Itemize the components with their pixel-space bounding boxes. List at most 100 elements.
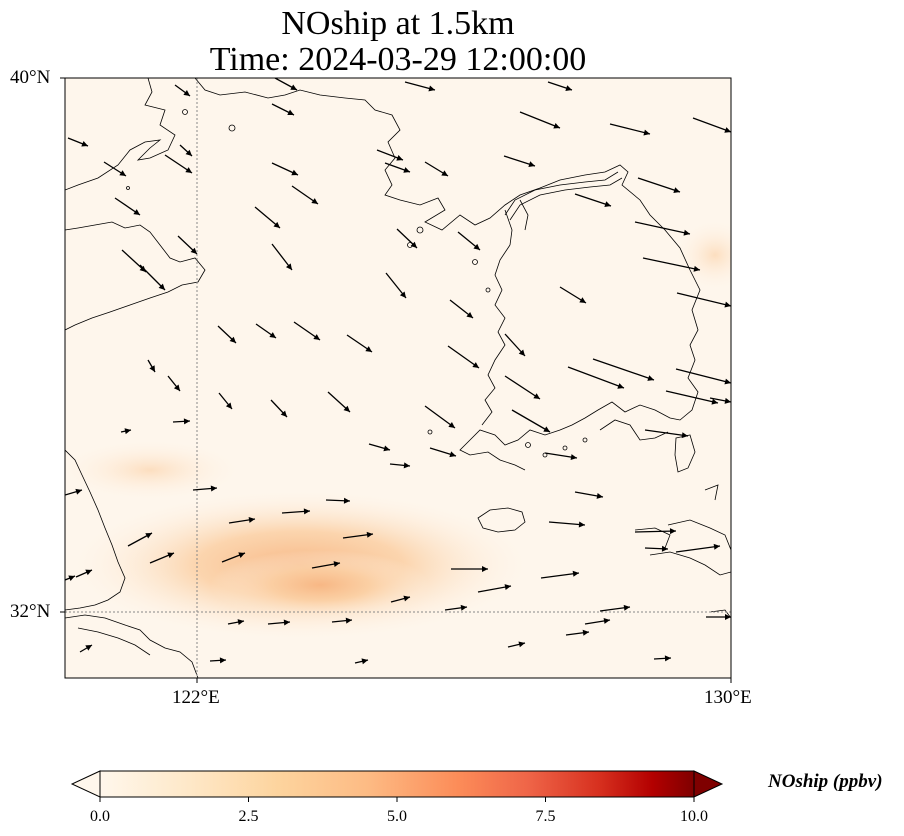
- concentration-plume-west: [65, 440, 240, 500]
- wind-arrow-head: [173, 384, 180, 391]
- concentration-plume-east: [675, 220, 731, 290]
- concentration-plume-core: [210, 550, 430, 620]
- wind-arrow-head: [290, 84, 297, 90]
- wind-arrow-head: [518, 349, 525, 356]
- wind-arrow-head: [466, 311, 473, 318]
- wind-arrow-head: [579, 297, 586, 303]
- wind-arrow-head: [210, 485, 217, 492]
- wind-arrow-head: [343, 497, 350, 504]
- wind-arrow-head: [403, 462, 410, 469]
- wind-arrow-head: [683, 229, 690, 236]
- wind-arrow-head: [291, 169, 298, 176]
- wind-arrow-head: [553, 122, 560, 129]
- wind-arrow-head: [724, 378, 731, 385]
- wind-arrow-head: [664, 655, 671, 662]
- wind-arrow-shaft: [675, 368, 731, 384]
- wind-arrow-head: [248, 516, 255, 523]
- wind-arrow-head: [313, 334, 320, 340]
- wind-arrow-head: [669, 528, 676, 535]
- wind-arrow-head: [482, 566, 488, 572]
- wind-arrow-head: [149, 365, 155, 372]
- wind-arrow-head: [724, 397, 731, 404]
- wind-arrow-head: [603, 617, 610, 624]
- wind-arrow-head: [124, 428, 131, 435]
- wind-arrow-head: [238, 552, 245, 558]
- wind-arrow-head: [724, 301, 731, 308]
- wind-arrow-head: [383, 445, 390, 452]
- wind-arrow-head: [504, 584, 511, 591]
- wind-arrow-head: [724, 127, 731, 133]
- wind-arrow-head: [365, 346, 372, 352]
- axis-tick-marks: [60, 77, 732, 683]
- wind-arrow-head: [403, 595, 410, 602]
- coastlines: [65, 78, 731, 678]
- wind-arrow-head: [145, 533, 152, 539]
- wind-arrow-head: [85, 645, 92, 651]
- wind-arrow-head: [139, 265, 146, 272]
- wind-arrow-head: [119, 170, 126, 176]
- colorbar-tick-label: 10.0: [680, 808, 708, 825]
- wind-arrow-head: [725, 614, 731, 620]
- colorbar-tick-label: 2.5: [238, 808, 259, 825]
- wind-arrow-head: [396, 155, 403, 161]
- wind-arrow-head: [565, 85, 572, 91]
- wind-arrow-head: [333, 561, 340, 568]
- wind-arrow-head: [572, 570, 579, 577]
- wind-arrow-shaft: [592, 358, 655, 381]
- map-frame: [64, 77, 732, 679]
- wind-arrow-head: [85, 569, 92, 576]
- wind-vectors: [65, 78, 731, 665]
- wind-arrow-head: [713, 543, 720, 550]
- lon-tick-130e: 130°E: [704, 687, 752, 708]
- wind-arrow-head: [528, 161, 535, 168]
- wind-arrow-shaft: [676, 292, 731, 307]
- colorbar: [70, 770, 724, 802]
- wind-arrow-head: [647, 375, 654, 381]
- wind-arrow-shaft: [692, 117, 731, 133]
- wind-arrow-shaft: [634, 221, 691, 235]
- map-title-line-1: NOship at 1.5km: [281, 5, 515, 42]
- wind-arrow-head: [711, 398, 718, 405]
- wind-arrow-shaft: [609, 123, 651, 135]
- wind-arrow-head: [303, 508, 310, 515]
- wind-arrow-head: [183, 90, 190, 96]
- wind-arrow-head: [403, 167, 410, 173]
- wind-arrow-head: [366, 531, 373, 538]
- wind-arrow-head: [460, 604, 467, 611]
- wind-arrow-head: [518, 641, 525, 648]
- wind-arrow-head: [158, 283, 165, 290]
- wind-arrow-head: [472, 362, 479, 368]
- wind-arrow-shaft: [574, 193, 612, 207]
- wind-arrow-head: [643, 129, 650, 136]
- wind-arrow-shaft: [567, 366, 625, 389]
- wind-arrow-head: [81, 140, 88, 147]
- gridlines: [65, 78, 731, 678]
- wind-arrow-shaft: [519, 111, 561, 129]
- wind-arrow-shaft: [642, 257, 701, 271]
- wind-arrow-head: [68, 575, 75, 582]
- wind-arrow-head: [582, 629, 589, 636]
- wind-arrow-head: [410, 241, 417, 248]
- colorbar-label: NOship (ppbv): [768, 771, 883, 792]
- wind-arrow-head: [428, 85, 435, 92]
- wind-arrow-head: [596, 492, 603, 499]
- wind-arrow-head: [133, 209, 140, 215]
- wind-arrow-head: [273, 221, 280, 228]
- wind-arrow-head: [269, 332, 276, 338]
- wind-arrow-shaft: [504, 375, 541, 400]
- wind-arrow-head: [285, 263, 292, 270]
- wind-arrow-head: [693, 265, 700, 272]
- wind-arrow-shaft: [540, 572, 580, 579]
- wind-arrow-shaft: [637, 177, 681, 193]
- wind-arrow-head: [287, 109, 294, 115]
- colorbar-extend-max: [693, 770, 724, 798]
- wind-arrow-shaft: [511, 409, 551, 433]
- colorbar-body: [100, 771, 694, 797]
- wind-arrow-head: [623, 604, 630, 611]
- lat-tick-40n: 40°N: [10, 67, 51, 88]
- colorbar-tick-label: 7.5: [535, 808, 556, 825]
- wind-arrow-shaft: [447, 345, 480, 369]
- wind-arrow-shaft: [644, 429, 689, 437]
- wind-arrow-head: [219, 657, 226, 664]
- wind-arrow-head: [183, 418, 190, 425]
